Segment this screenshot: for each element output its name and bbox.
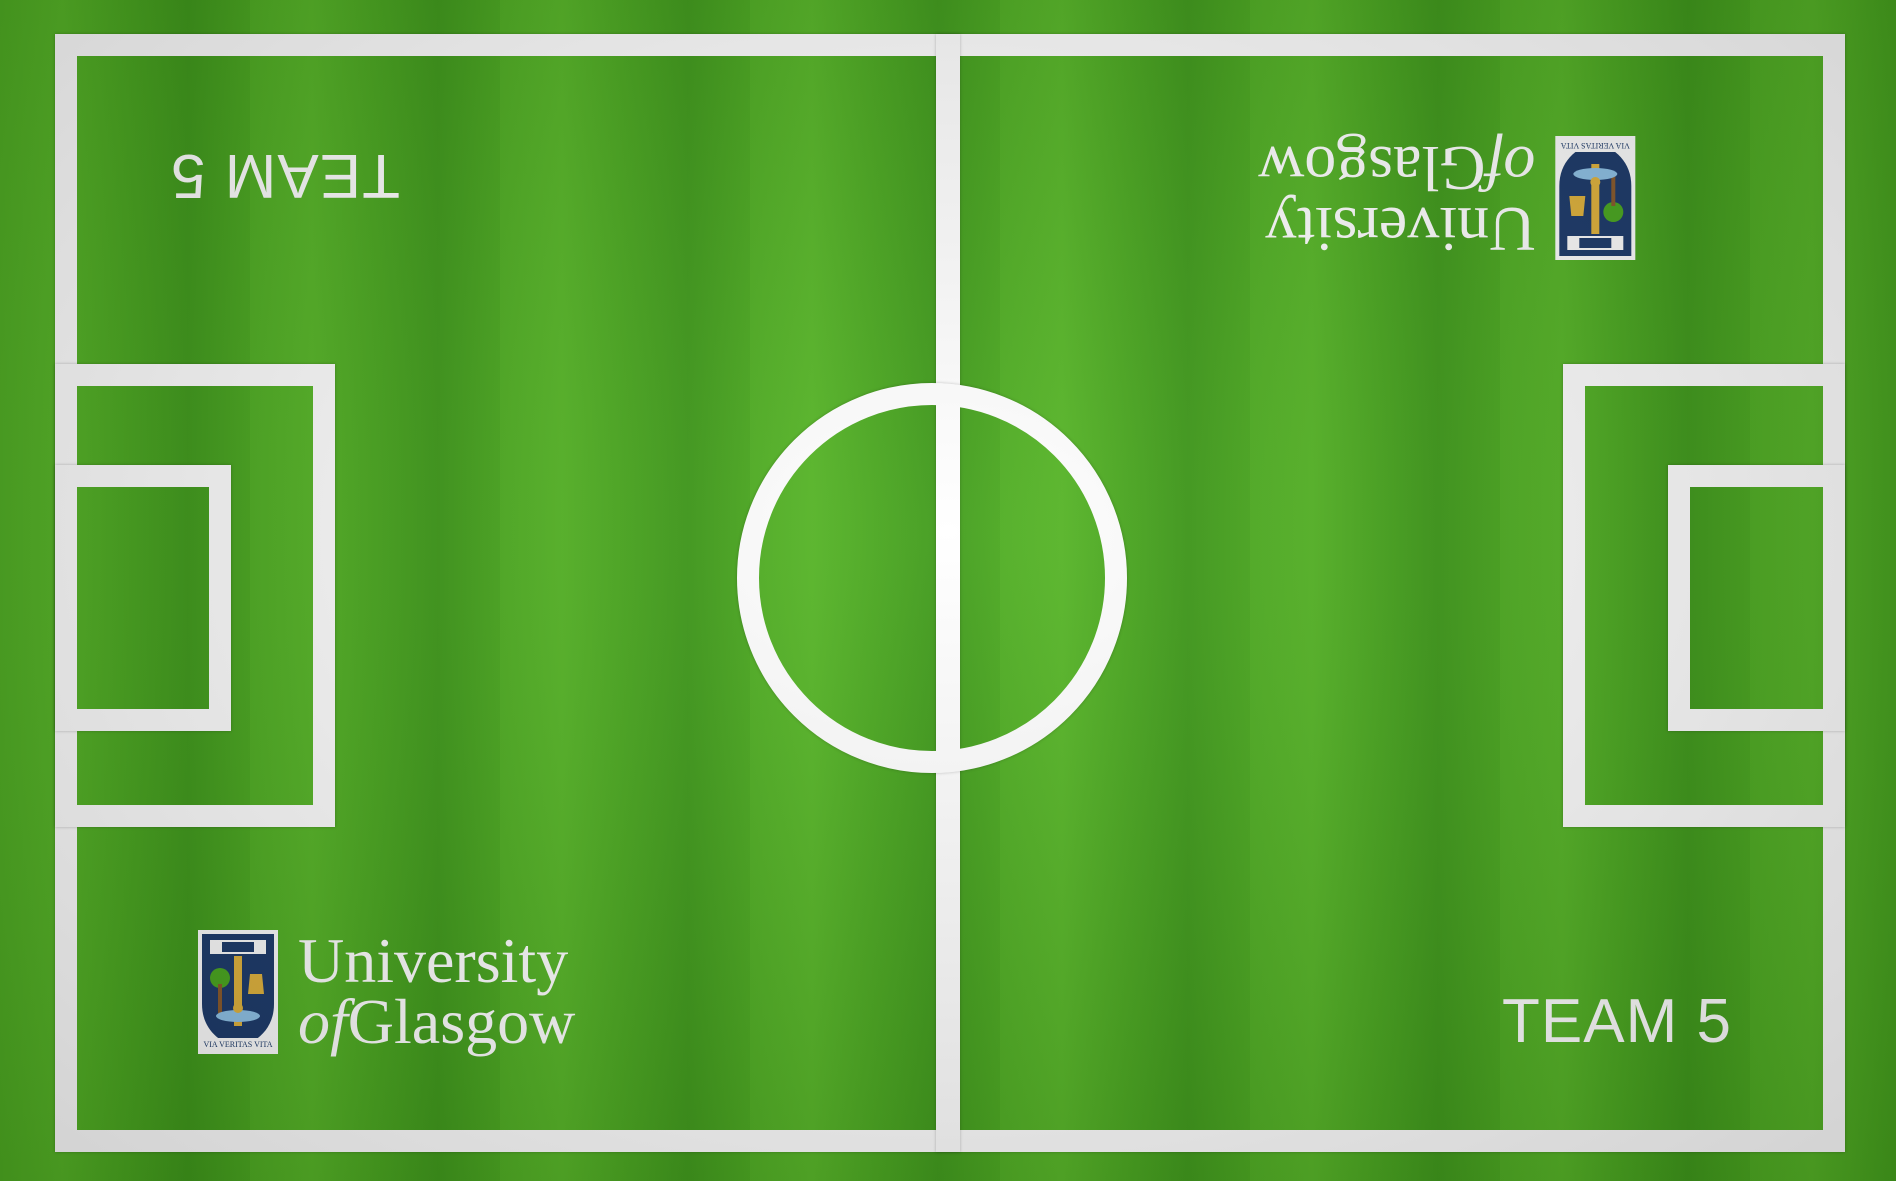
right-goal-area bbox=[1668, 465, 1845, 731]
centre-circle bbox=[737, 383, 1127, 773]
university-name: University ofGlasgow bbox=[1258, 133, 1536, 265]
university-name-line1: University bbox=[1265, 193, 1536, 265]
crest-motto: VIA VERITAS VITA bbox=[1561, 141, 1630, 150]
team-label-bottom-right: TEAM 5 bbox=[1502, 987, 1732, 1056]
university-crest-icon: VIA VERITAS VITA bbox=[198, 930, 278, 1054]
university-name-glasgow: Glasgow bbox=[1258, 133, 1486, 204]
university-logo-top-right: VIA VERITAS VITA University ofGlasgow bbox=[1258, 133, 1637, 265]
university-logo-bottom-left: VIA VERITAS VITA University ofGlasgow bbox=[196, 928, 575, 1056]
university-name-of: of bbox=[1485, 133, 1536, 204]
university-name-line2: ofGlasgow bbox=[1258, 133, 1535, 204]
team-label-top-left: TEAM 5 bbox=[170, 141, 400, 210]
left-goal-area bbox=[55, 465, 231, 731]
university-crest-icon: VIA VERITAS VITA bbox=[1555, 136, 1636, 260]
university-name: University ofGlasgow bbox=[298, 925, 575, 1054]
crest-motto: VIA VERITAS VITA bbox=[203, 1040, 272, 1049]
university-name-line2: ofGlasgow bbox=[298, 990, 575, 1054]
university-name-line1: University bbox=[298, 925, 569, 997]
university-name-glasgow: Glasgow bbox=[347, 986, 576, 1057]
university-name-of: of bbox=[298, 986, 348, 1057]
